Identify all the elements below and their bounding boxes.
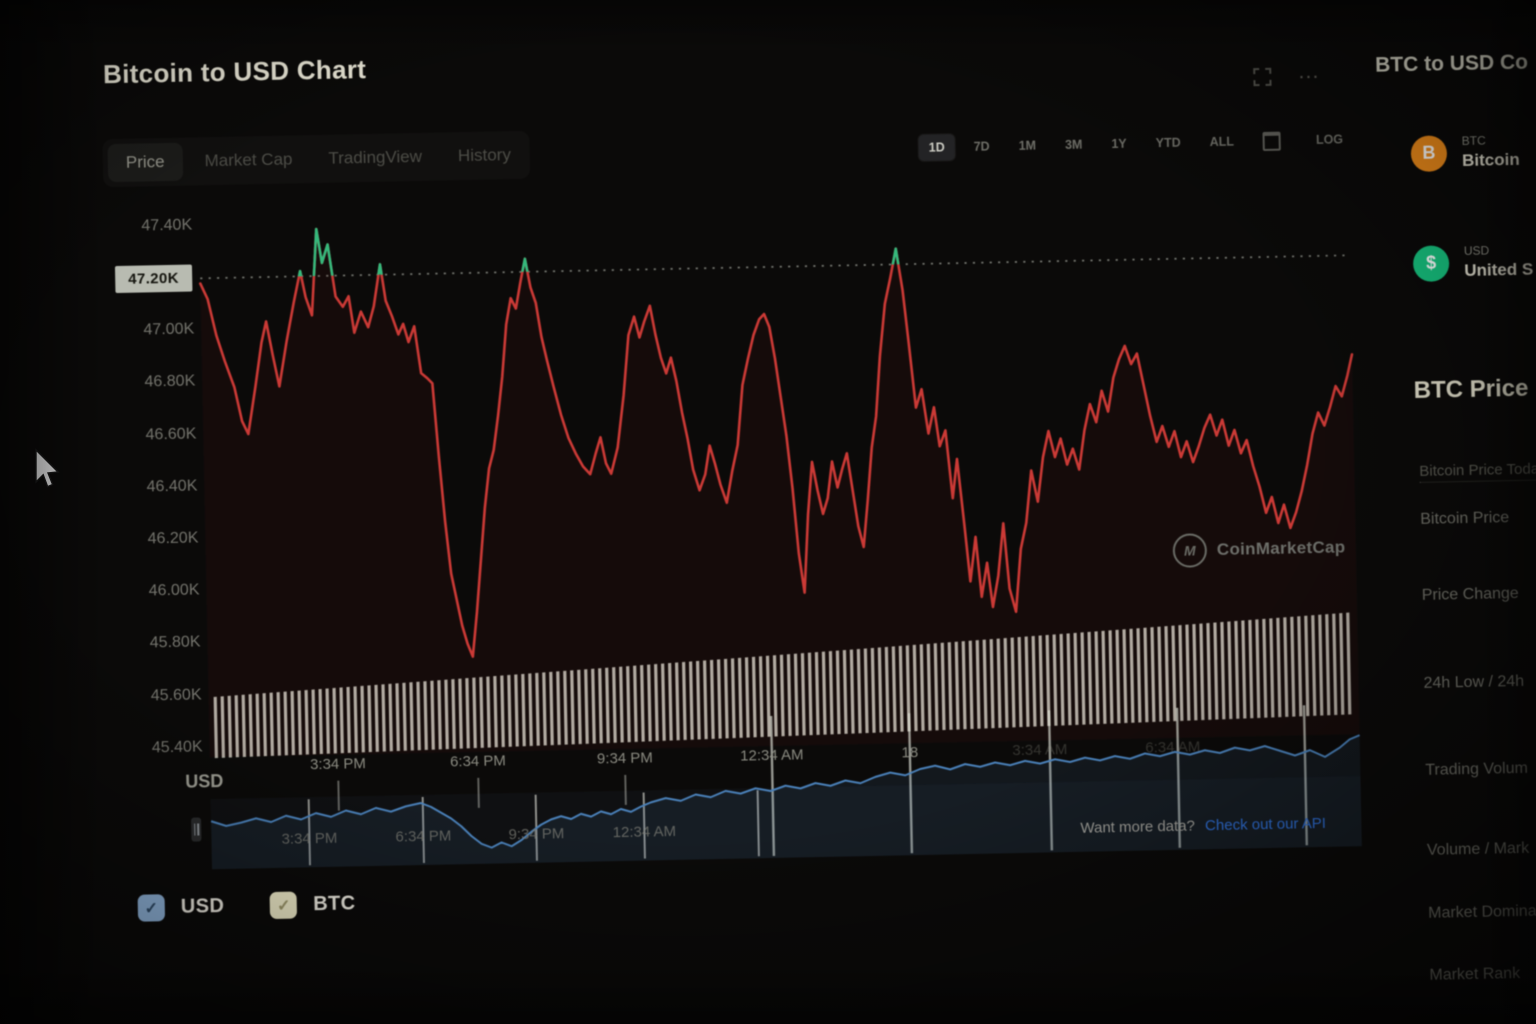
more-options-icon[interactable]: ··· [1299,68,1321,87]
asset-name: Bitcoin [1461,149,1520,170]
usd-coin-icon: $ [1412,244,1450,282]
legend-checkbox-usd[interactable]: ✓ [137,894,166,922]
api-prompt-text: Want more data? [1080,817,1196,837]
x-tick-label: 12:34 AM [740,746,804,765]
fullscreen-icon[interactable] [1253,67,1272,87]
current-price-tag: 47.20K [114,264,193,294]
range-3m[interactable]: 3M [1064,137,1083,152]
x-tick-label: 18 [901,744,919,762]
stats-subtitle: Bitcoin Price Toda [1419,460,1536,483]
asset-text: BTC Bitcoin [1462,133,1520,171]
converter-asset-usd[interactable]: $ USD United S [1412,243,1534,282]
legend-item-usd: ✓ USD [137,893,225,922]
navigator-tick-label: 6:34 PM [395,827,452,846]
page-title: Bitcoin to USD Chart [102,53,367,90]
x-tick-label: 9:34 PM [596,749,654,768]
x-tick-label: 6:34 AM [1145,738,1201,757]
legend-label: USD [180,894,225,918]
converter-asset-btc[interactable]: B BTC Bitcoin [1410,133,1520,172]
coinmarketcap-watermark: M CoinMarketCap [1172,530,1346,568]
stat-row: Market Rank [1429,964,1521,984]
range-ytd[interactable]: YTD [1155,135,1181,151]
api-link[interactable]: Check out our API [1204,814,1327,835]
stat-row: 24h Low / 24h [1423,672,1525,692]
stat-row: Volume / Mark [1426,839,1530,859]
navigator-tick-label: 12:34 AM [612,822,677,842]
chart-tabs: Price Market Cap TradingView History [102,131,530,188]
stat-row: Trading Volum [1425,759,1529,779]
coinmarketcap-logo: M [1172,533,1208,568]
asset-symbol: USD [1463,243,1490,258]
tab-market-cap[interactable]: Market Cap [204,149,293,171]
stat-row: Price Change [1421,584,1519,604]
stats-title: BTC Price [1413,374,1529,405]
series-legend: ✓ USD ✓ BTC [137,890,356,922]
tab-price[interactable]: Price [107,142,183,183]
x-tick-label: 3:34 AM [1012,741,1068,760]
x-tick-label: 6:34 PM [449,752,507,771]
asset-symbol: BTC [1461,133,1486,149]
tab-tradingview[interactable]: TradingView [328,146,423,168]
y-axis-unit-label: USD [185,770,224,792]
range-log[interactable]: LOG [1315,132,1344,147]
legend-checkbox-btc[interactable]: ✓ [269,891,298,920]
calendar-icon[interactable] [1262,131,1282,151]
x-tick-label: 3:34 PM [309,755,367,774]
range-all[interactable]: ALL [1209,134,1235,150]
legend-label: BTC [312,892,356,916]
legend-item-btc: ✓ BTC [269,890,356,920]
tab-history[interactable]: History [457,145,512,166]
navigator-tick-label: 3:34 PM [281,829,338,848]
navigator-handle[interactable] [191,817,202,842]
range-1y[interactable]: 1Y [1111,136,1127,152]
btc-coin-icon: B [1410,134,1448,172]
range-1d[interactable]: 1D [918,134,955,161]
stat-row: Bitcoin Price [1420,509,1510,528]
range-7d[interactable]: 7D [973,139,990,154]
asset-name: United S [1464,259,1534,280]
asset-text: USD United S [1464,243,1534,281]
converter-title: BTC to USD Co [1374,50,1529,77]
range-1m[interactable]: 1M [1018,138,1037,153]
stat-row: Market Domina [1428,902,1536,922]
mouse-cursor [35,448,60,488]
navigator-tick-label: 9:34 PM [508,825,565,844]
